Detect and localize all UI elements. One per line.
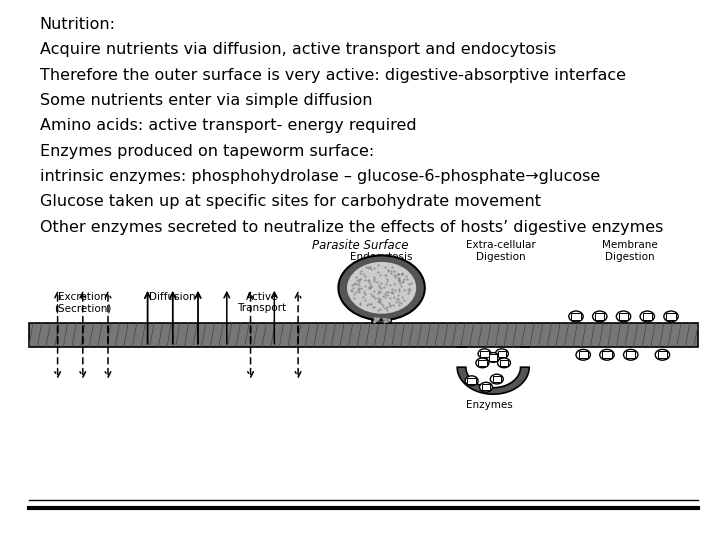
Circle shape (624, 349, 638, 360)
Text: Therefore the outer surface is very active: digestive-absorptive interface: Therefore the outer surface is very acti… (40, 68, 626, 83)
Text: Amino acids: active transport- energy required: Amino acids: active transport- energy re… (40, 118, 416, 133)
Bar (29, 323, 698, 347)
Circle shape (498, 358, 510, 368)
Text: Some nutrients enter via simple diffusion: Some nutrients enter via simple diffusio… (40, 93, 372, 108)
Circle shape (495, 349, 508, 359)
Text: Membrane
Digestion: Membrane Digestion (602, 240, 658, 262)
Circle shape (476, 358, 489, 368)
Circle shape (480, 382, 492, 392)
Bar (467, 377, 476, 384)
Text: Other enzymes secreted to neutralize the effects of hosts’ digestive enzymes: Other enzymes secreted to neutralize the… (40, 220, 663, 235)
Circle shape (347, 262, 416, 314)
Text: Glucose taken up at specific sites for carbohydrate movement: Glucose taken up at specific sites for c… (40, 194, 541, 210)
Bar (643, 313, 652, 320)
Bar (619, 313, 628, 320)
Polygon shape (457, 367, 529, 394)
Bar (492, 376, 501, 382)
Circle shape (576, 349, 590, 360)
Circle shape (600, 349, 614, 360)
Text: Extra-cellular
Digestion: Extra-cellular Digestion (466, 240, 535, 262)
Text: Diffusion: Diffusion (150, 292, 196, 302)
Bar (667, 313, 676, 320)
Text: Excretion
(Secretion): Excretion (Secretion) (54, 292, 112, 313)
Circle shape (487, 353, 500, 362)
Bar (572, 313, 581, 320)
Circle shape (640, 311, 654, 322)
Bar (489, 354, 498, 361)
Text: Enzymes: Enzymes (467, 400, 513, 410)
Circle shape (338, 255, 425, 320)
Bar (500, 360, 508, 366)
Text: Acquire nutrients via diffusion, active transport and endocytosis: Acquire nutrients via diffusion, active … (40, 42, 556, 57)
Circle shape (616, 311, 631, 322)
Bar (482, 384, 490, 390)
Text: Active
Transport: Active Transport (238, 292, 287, 313)
Text: Enzymes produced on tapeworm surface:: Enzymes produced on tapeworm surface: (40, 144, 374, 159)
Circle shape (478, 349, 491, 359)
Text: intrinsic enzymes: phosphohydrolase – glucose-6-phosphate→glucose: intrinsic enzymes: phosphohydrolase – gl… (40, 169, 600, 184)
Bar (498, 350, 506, 357)
Bar (478, 360, 487, 366)
Text: Nutrition:: Nutrition: (40, 17, 116, 32)
Bar (626, 352, 636, 359)
Bar (595, 313, 605, 320)
Text: Endocytosis: Endocytosis (351, 252, 413, 262)
Bar (480, 350, 489, 357)
Bar (658, 352, 667, 359)
Circle shape (655, 349, 670, 360)
Circle shape (490, 374, 503, 384)
Bar (602, 352, 612, 359)
Circle shape (593, 311, 607, 322)
Circle shape (465, 376, 478, 386)
Bar (579, 352, 588, 359)
Circle shape (569, 311, 583, 322)
Circle shape (664, 311, 678, 322)
Polygon shape (372, 320, 391, 323)
Text: Parasite Surface: Parasite Surface (312, 239, 408, 252)
